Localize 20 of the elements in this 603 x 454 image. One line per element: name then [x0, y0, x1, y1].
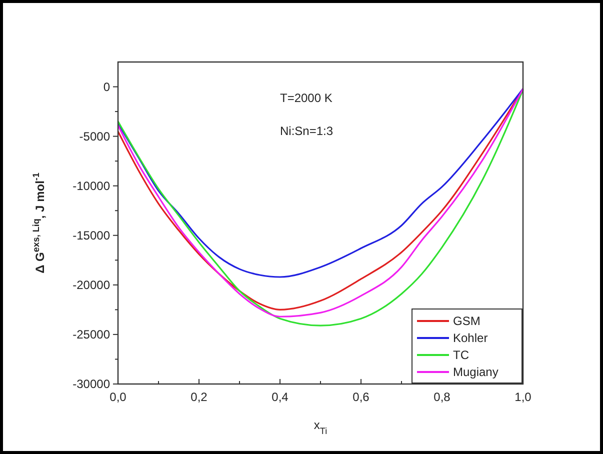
x-axis-title: x$_{Ti}$: [314, 418, 328, 436]
y-tick-label: -25000: [72, 327, 110, 342]
x-tick-label: 0,0: [110, 390, 127, 404]
x-tick-label: 0,2: [190, 390, 208, 404]
y-tick-label: 0: [103, 80, 110, 94]
y-tick-label: -20000: [72, 278, 110, 292]
x-tick-label: 0,8: [434, 390, 451, 404]
annotation: T=2000 K: [280, 91, 332, 105]
x-tick-label: 0,6: [352, 390, 370, 404]
x-tick-label: 0,4: [272, 390, 289, 404]
y-tick-label: -5000: [79, 129, 110, 144]
legend-label: Mugiany: [453, 365, 498, 379]
annotation: Ni:Sn=1:3: [280, 124, 334, 138]
legend-label: Kohler: [453, 331, 488, 345]
y-tick-label: -30000: [72, 377, 110, 391]
legend-label: TC: [453, 348, 470, 362]
x-tick-label: 1,0: [514, 390, 532, 404]
legend-label: GSM: [453, 314, 480, 328]
y-tick-label: -10000: [72, 178, 110, 193]
y-tick-label: -15000: [72, 228, 110, 242]
